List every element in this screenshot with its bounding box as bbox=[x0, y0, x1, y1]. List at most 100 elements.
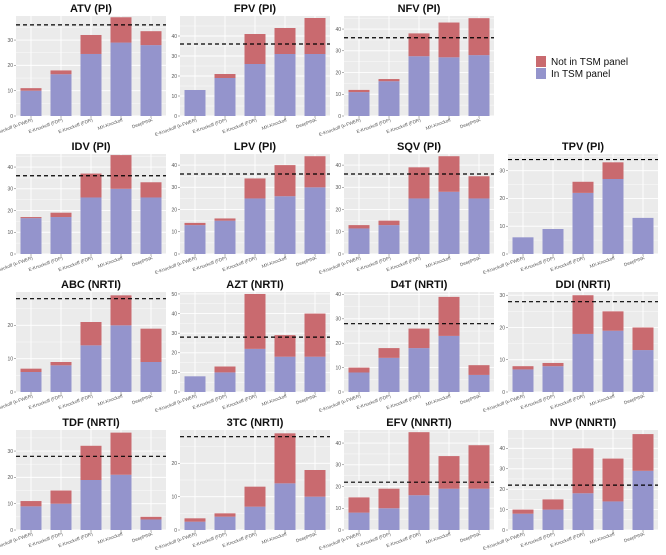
bar-in-panel-e-knockoff-fdr bbox=[408, 495, 430, 530]
y-tick-label: 0 bbox=[338, 114, 341, 120]
bar-not-in-panel-mx-knockoff bbox=[110, 17, 132, 43]
bar-in-panel-e-knockoff-fdr bbox=[80, 480, 102, 530]
x-tick-label: E-Knockoff (FDR) bbox=[222, 393, 258, 410]
chart-title: EFV (NNRTI) bbox=[386, 417, 452, 429]
y-tick-label: 0 bbox=[10, 390, 13, 396]
bar-not-in-panel-e-knockoff-fdp bbox=[542, 362, 564, 367]
bar-in-panel-mx-knockoff bbox=[274, 196, 296, 254]
bar-not-in-panel-e-knockoff-fdp bbox=[214, 74, 236, 78]
bar-in-panel-e-knockoff-k-fwer bbox=[184, 90, 206, 116]
bar-not-in-panel-e-knockoff-fdr bbox=[572, 181, 594, 193]
bar-in-panel-e-knockoff-k-fwer bbox=[20, 372, 42, 392]
bar-in-panel-mx-knockoff bbox=[438, 335, 460, 392]
chart-title: IDV (PI) bbox=[71, 141, 110, 153]
y-tick-label: 0 bbox=[338, 528, 341, 534]
bar-in-panel-e-knockoff-fdr bbox=[244, 506, 266, 530]
x-tick-label: MX-Knockoff bbox=[97, 117, 124, 131]
bar-not-in-panel-e-knockoff-fdr bbox=[244, 34, 266, 64]
chart-title: 3TC (NRTI) bbox=[227, 417, 284, 429]
y-tick-label: 10 bbox=[171, 370, 177, 376]
x-tick-label: MX-Knockoff bbox=[261, 393, 288, 407]
bar-not-in-panel-e-knockoff-k-fwer bbox=[20, 501, 42, 507]
x-tick-label: MX-Knockoff bbox=[425, 393, 452, 407]
y-tick-label: 10 bbox=[171, 94, 177, 100]
x-tick-label: DeepPINK bbox=[295, 255, 318, 267]
bar-not-in-panel-deeppink bbox=[468, 445, 490, 489]
bar-in-panel-e-knockoff-fdp bbox=[542, 366, 564, 392]
chart-title: ABC (NRTI) bbox=[61, 279, 121, 291]
x-tick-label: E-Knockoff (k-FWER) bbox=[482, 393, 526, 413]
x-tick-label: E-Knockoff (FDR) bbox=[58, 117, 94, 134]
bar-not-in-panel-mx-knockoff bbox=[274, 335, 296, 357]
x-tick-label: MX-Knockoff bbox=[589, 531, 616, 545]
chart-lpv-pi: LPV (PI) 0 10 20 30 40 E-Knockoff (k-FWER) E-Kn… bbox=[154, 141, 330, 275]
bar-in-panel-e-knockoff-fdp bbox=[542, 509, 564, 530]
y-tick-label: 10 bbox=[335, 230, 341, 236]
bar-not-in-panel-e-knockoff-fdr bbox=[408, 167, 430, 199]
bar-in-panel-e-knockoff-k-fwer bbox=[20, 218, 42, 254]
y-tick-label: 40 bbox=[7, 165, 13, 171]
y-tick-label: 20 bbox=[335, 70, 341, 76]
bar-in-panel-mx-knockoff bbox=[274, 356, 296, 392]
y-tick-label: 10 bbox=[171, 230, 177, 236]
bar-in-panel-deeppink bbox=[632, 470, 654, 530]
y-tick-label: 20 bbox=[171, 351, 177, 357]
bar-not-in-panel-deeppink bbox=[304, 470, 326, 497]
bar-in-panel-deeppink bbox=[140, 197, 162, 254]
chart-azt-nrti: AZT (NRTI) 0 10 20 30 40 50 E-Knockoff (k-FWER)… bbox=[154, 279, 330, 413]
bar-not-in-panel-e-knockoff-fdr bbox=[80, 34, 102, 54]
bar-in-panel-deeppink bbox=[468, 374, 490, 392]
chart-ddi-nrti: DDI (NRTI) 0 10 20 30 E-Knockoff (k-FWER) E-Kn… bbox=[482, 279, 658, 413]
x-tick-label: E-Knockoff (k-FWER) bbox=[154, 393, 198, 413]
y-tick-label: 20 bbox=[171, 461, 177, 467]
x-tick-label: E-Knockoff (FDR) bbox=[386, 255, 422, 272]
x-tick-label: E-Knockoff (k-FWER) bbox=[482, 255, 526, 275]
bar-in-panel-deeppink bbox=[632, 350, 654, 392]
x-tick-label: DeepPINK bbox=[623, 393, 646, 405]
bar-not-in-panel-deeppink bbox=[304, 313, 326, 357]
y-tick-label: 40 bbox=[335, 163, 341, 169]
y-tick-label: 40 bbox=[499, 446, 505, 452]
bar-in-panel-e-knockoff-fdp bbox=[50, 503, 72, 530]
bar-not-in-panel-e-knockoff-fdp bbox=[378, 220, 400, 226]
bar-in-panel-e-knockoff-fdr bbox=[572, 192, 594, 254]
bar-in-panel-mx-knockoff bbox=[438, 57, 460, 116]
bar-in-panel-e-knockoff-fdr bbox=[244, 348, 266, 392]
chart-tpv-pi: TPV (PI) 0 10 20 30 E-Knockoff (k-FWER) E-Knoc… bbox=[482, 141, 658, 275]
bar-in-panel-e-knockoff-k-fwer bbox=[20, 506, 42, 530]
bar-not-in-panel-mx-knockoff bbox=[602, 311, 624, 331]
bar-not-in-panel-deeppink bbox=[140, 516, 162, 520]
bar-not-in-panel-deeppink bbox=[632, 434, 654, 471]
y-tick-label: 0 bbox=[338, 390, 341, 396]
x-tick-label: E-Knockoff (FDR) bbox=[386, 117, 422, 134]
bar-not-in-panel-e-knockoff-fdr bbox=[408, 432, 430, 496]
bar-in-panel-e-knockoff-fdr bbox=[408, 348, 430, 392]
bar-not-in-panel-mx-knockoff bbox=[274, 433, 296, 484]
x-tick-label: E-Knockoff (k-FWER) bbox=[318, 255, 362, 275]
x-tick-label: E-Knockoff (FDR) bbox=[58, 393, 94, 410]
bar-not-in-panel-mx-knockoff bbox=[110, 432, 132, 475]
chart-efv-nnrti: EFV (NNRTI) 0 10 20 30 40 E-Knockoff (k-FWER) E… bbox=[318, 417, 494, 551]
bar-in-panel-e-knockoff-k-fwer bbox=[184, 225, 206, 254]
bar-in-panel-deeppink bbox=[468, 55, 490, 116]
y-tick-label: 0 bbox=[338, 252, 341, 258]
bar-not-in-panel-deeppink bbox=[468, 18, 490, 56]
y-tick-label: 40 bbox=[335, 441, 341, 447]
bar-in-panel-deeppink bbox=[140, 519, 162, 530]
y-tick-label: 20 bbox=[171, 207, 177, 213]
x-tick-label: E-Knockoff (FDR) bbox=[222, 117, 258, 134]
bar-not-in-panel-e-knockoff-fdr bbox=[80, 445, 102, 480]
x-tick-label: E-Knockoff (k-FWER) bbox=[154, 117, 198, 137]
x-tick-label: MX-Knockoff bbox=[425, 531, 452, 545]
bar-not-in-panel-mx-knockoff bbox=[602, 162, 624, 179]
bar-in-panel-e-knockoff-fdr bbox=[408, 198, 430, 254]
bar-not-in-panel-e-knockoff-fdp bbox=[542, 499, 564, 510]
bar-in-panel-e-knockoff-k-fwer bbox=[20, 90, 42, 116]
y-tick-label: 20 bbox=[171, 74, 177, 80]
x-tick-label: MX-Knockoff bbox=[261, 255, 288, 269]
x-tick-label: E-Knockoff (k-FWER) bbox=[318, 531, 362, 551]
bar-in-panel-e-knockoff-fdp bbox=[378, 81, 400, 116]
bar-not-in-panel-e-knockoff-k-fwer bbox=[20, 368, 42, 372]
bar-in-panel-e-knockoff-fdp bbox=[214, 372, 236, 392]
